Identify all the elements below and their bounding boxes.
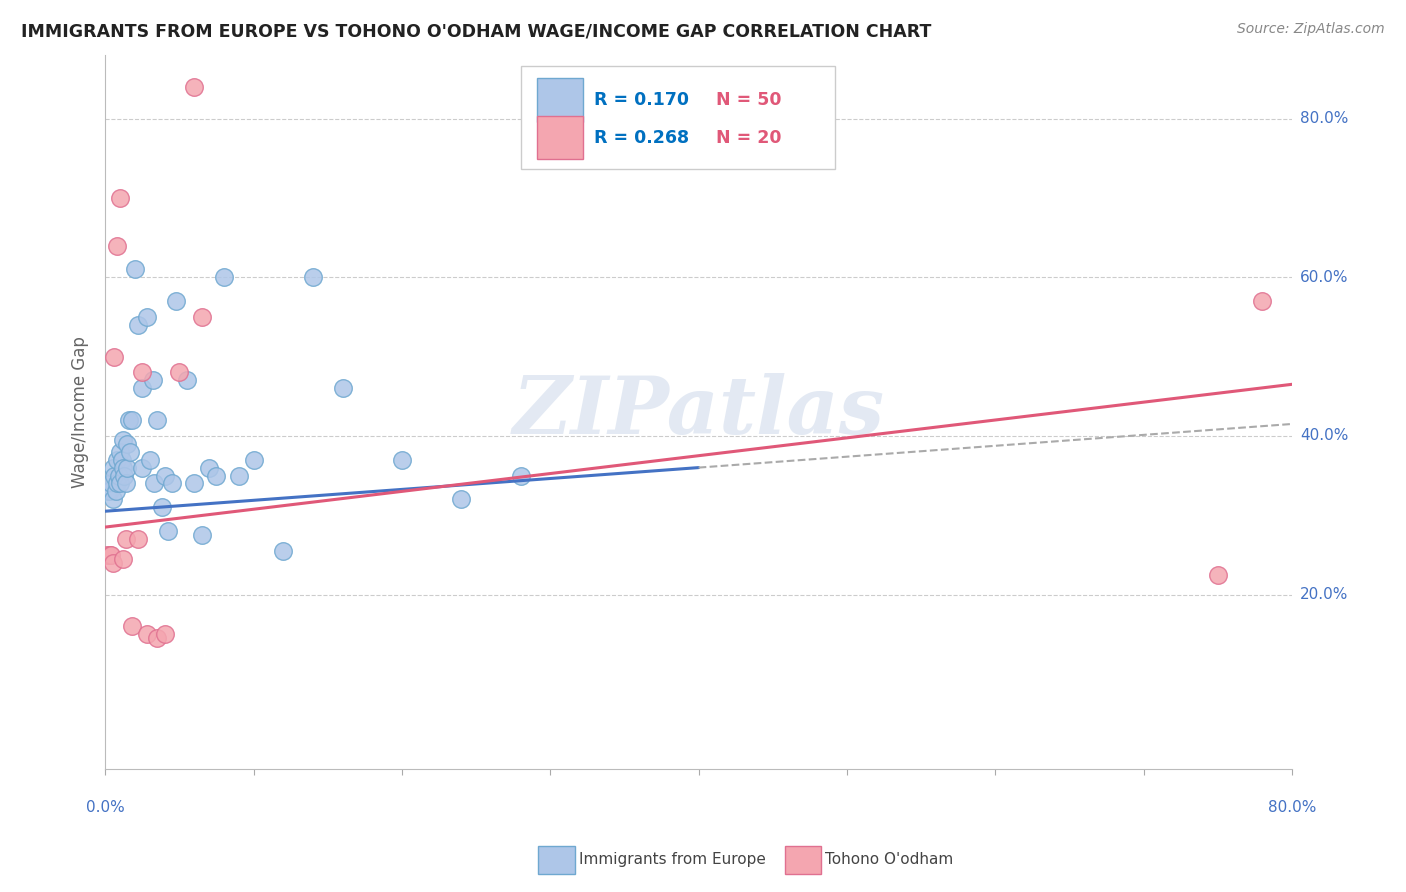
Text: 80.0%: 80.0% [1268,799,1316,814]
FancyBboxPatch shape [537,116,583,160]
Text: N = 20: N = 20 [717,128,782,146]
Point [117,437,139,451]
Point [509,468,531,483]
Point [101,460,124,475]
Point [108,476,131,491]
Point [98,484,121,499]
Point [138,452,160,467]
Point [190,528,212,542]
Point [131,366,153,380]
Point [212,270,235,285]
Point [142,373,165,387]
Point [146,413,169,427]
Point [103,468,125,483]
Point [120,444,142,458]
Point [146,631,169,645]
Text: R = 0.268: R = 0.268 [595,128,689,146]
Point [124,262,146,277]
Point [103,350,125,364]
Point [110,452,132,467]
Point [127,318,149,332]
Point [205,468,228,483]
Text: 60.0%: 60.0% [1301,269,1348,285]
Text: 40.0%: 40.0% [1301,428,1348,443]
Point [1206,567,1229,582]
Point [97,484,120,499]
FancyBboxPatch shape [537,78,583,121]
Point [111,460,134,475]
Point [242,452,264,467]
Point [176,373,198,387]
Text: Immigrants from Europe: Immigrants from Europe [579,853,766,867]
Text: N = 50: N = 50 [717,91,782,109]
Point [160,476,183,491]
Point [101,556,124,570]
Text: 20.0%: 20.0% [1301,587,1348,602]
Y-axis label: Wage/Income Gap: Wage/Income Gap [72,336,89,488]
Point [117,460,139,475]
Point [105,476,128,491]
Point [183,476,205,491]
Point [169,366,191,380]
Point [111,551,134,566]
Point [150,500,173,515]
Point [98,548,121,562]
Point [156,524,179,538]
Point [153,468,176,483]
Point [198,460,221,475]
Point [271,544,294,558]
Point [100,476,122,491]
Point [108,444,131,458]
Point [111,433,134,447]
FancyBboxPatch shape [520,66,835,169]
Text: 0.0%: 0.0% [86,799,125,814]
Point [105,238,128,252]
Point [1251,293,1274,308]
Point [100,548,122,562]
Point [121,413,143,427]
Text: R = 0.170: R = 0.170 [595,91,689,109]
Point [131,381,153,395]
Point [131,460,153,475]
Point [165,293,187,308]
Point [228,468,250,483]
Text: Tohono O'odham: Tohono O'odham [825,853,953,867]
Point [115,532,138,546]
Point [153,627,176,641]
Point [127,532,149,546]
Point [190,310,212,324]
Point [143,476,166,491]
Text: 80.0%: 80.0% [1301,112,1348,126]
Point [108,191,131,205]
Point [118,413,141,427]
Point [135,310,157,324]
Text: ZIPatlas: ZIPatlas [513,374,884,450]
Point [96,548,118,562]
Point [302,270,325,285]
Point [183,79,205,94]
Point [105,452,128,467]
Point [450,492,472,507]
Point [332,381,354,395]
Point [114,468,136,483]
Text: IMMIGRANTS FROM EUROPE VS TOHONO O'ODHAM WAGE/INCOME GAP CORRELATION CHART: IMMIGRANTS FROM EUROPE VS TOHONO O'ODHAM… [21,22,931,40]
Point [101,492,124,507]
Text: Source: ZipAtlas.com: Source: ZipAtlas.com [1237,22,1385,37]
Point [104,484,127,499]
Point [391,452,413,467]
Point [121,619,143,633]
Point [107,468,129,483]
Point [135,627,157,641]
Point [115,476,138,491]
